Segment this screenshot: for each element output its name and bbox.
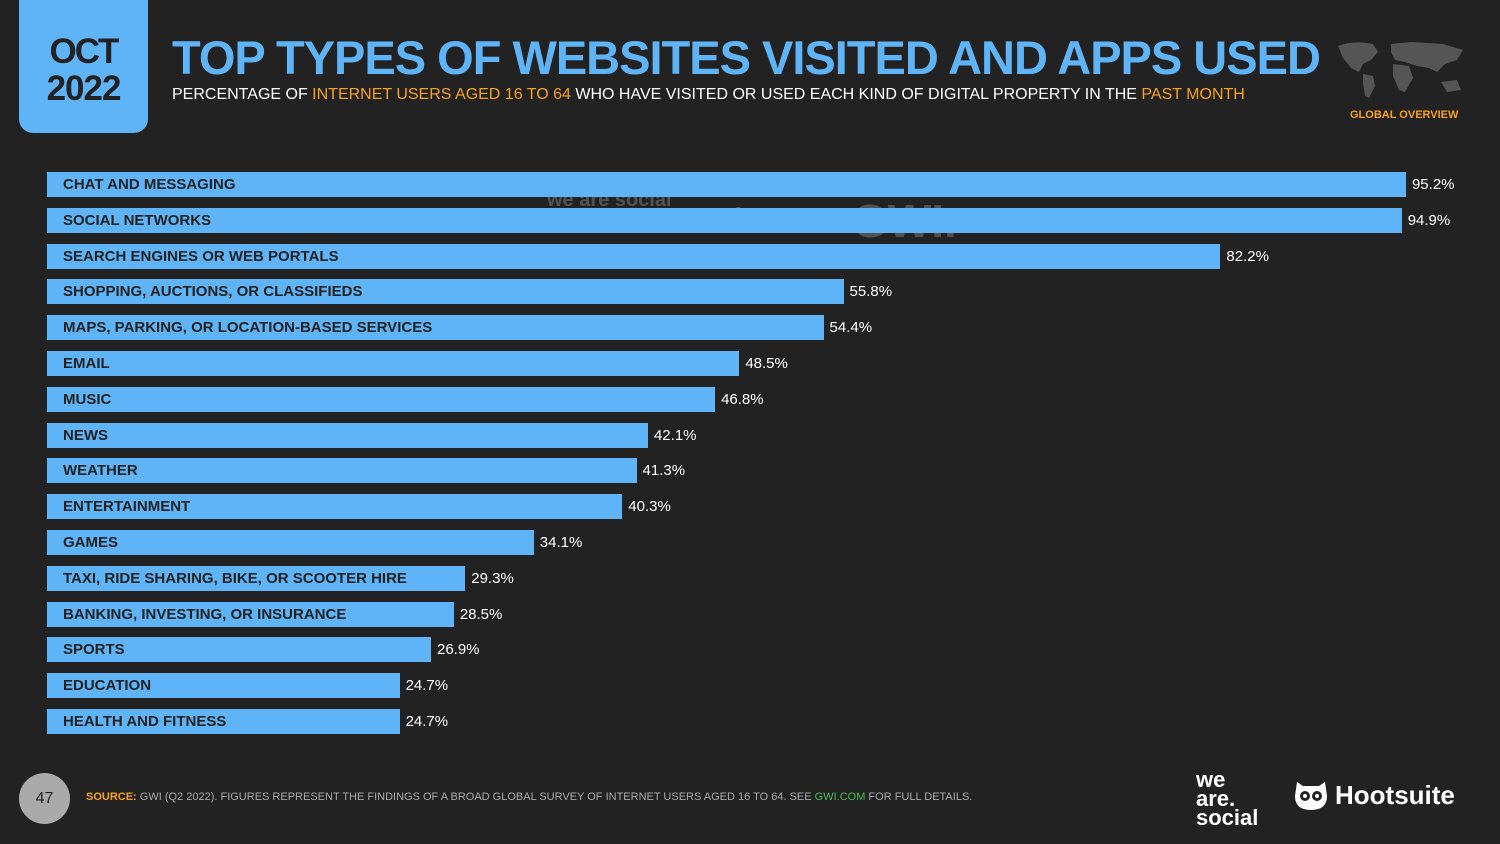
bar-value-label: 94.9% bbox=[1407, 211, 1451, 229]
bar-category-label: ENTERTAINMENT bbox=[63, 498, 191, 516]
bar-value-label: 24.7% bbox=[405, 677, 449, 695]
bar bbox=[47, 673, 400, 699]
bar-value-label: 40.3% bbox=[628, 498, 671, 516]
bar bbox=[47, 637, 431, 663]
bar-category-label: MAPS, PARKING, OR LOCATION-BASED SERVICE… bbox=[63, 319, 433, 337]
bar bbox=[47, 458, 637, 484]
bar-category-label: GAMES bbox=[63, 534, 119, 551]
we-are-social-logo: we are. social bbox=[1196, 767, 1259, 830]
bar bbox=[47, 565, 466, 591]
bar bbox=[47, 530, 534, 555]
page-number: 47 bbox=[19, 773, 70, 824]
bar-category-label: EMAIL bbox=[63, 355, 110, 372]
bar-value-label: 29.3% bbox=[471, 569, 514, 587]
bar-value-label: 48.5% bbox=[745, 355, 788, 372]
bar bbox=[47, 386, 716, 412]
source-text-end: FOR FULL DETAILS. bbox=[865, 791, 973, 803]
owl-icon bbox=[1295, 782, 1327, 810]
source-label: SOURCE: bbox=[86, 791, 137, 803]
bar-value-label: 24.7% bbox=[405, 713, 449, 730]
hootsuite-text: Hootsuite bbox=[1335, 779, 1455, 810]
source-text: GWI (Q2 2022). FIGURES REPRESENT THE FIN… bbox=[136, 791, 815, 803]
bar-value-label: 82.2% bbox=[1226, 247, 1269, 265]
bar-value-label: 46.8% bbox=[721, 390, 764, 408]
bar bbox=[47, 207, 1402, 233]
bar-category-label: WEATHER bbox=[63, 462, 138, 480]
date-month: OCT bbox=[49, 32, 120, 71]
bar bbox=[47, 315, 824, 341]
bar-value-label: 55.8% bbox=[849, 283, 893, 301]
bar bbox=[47, 422, 648, 448]
bar-category-label: EDUCATION bbox=[63, 677, 152, 695]
subtitle-part: WHO HAVE VISITED OR USED EACH KIND OF DI… bbox=[570, 86, 1142, 103]
bar-category-label: CHAT AND MESSAGING bbox=[63, 176, 236, 193]
bar-category-label: SEARCH ENGINES OR WEB PORTALS bbox=[63, 247, 339, 265]
bar-category-label: SPORTS bbox=[63, 641, 125, 659]
page-title: TOP TYPES OF WEBSITES VISITED AND APPS U… bbox=[172, 31, 1321, 84]
subtitle-highlight: PAST MONTH bbox=[1141, 86, 1245, 103]
bar bbox=[47, 172, 1406, 197]
source-link[interactable]: GWI.COM bbox=[814, 791, 866, 803]
world-map-icon bbox=[1338, 42, 1463, 98]
hootsuite-logo: Hootsuite bbox=[1293, 778, 1455, 812]
bar bbox=[47, 601, 454, 627]
bar bbox=[47, 279, 844, 305]
bar bbox=[47, 494, 623, 520]
bar-value-label: 26.9% bbox=[436, 641, 480, 659]
bar-category-label: NEWS bbox=[63, 426, 108, 444]
bar bbox=[47, 243, 1221, 269]
bar bbox=[47, 351, 740, 376]
bar-value-label: 95.2% bbox=[1411, 176, 1455, 193]
bar-value-label: 54.4% bbox=[829, 319, 873, 337]
region-label: GLOBAL OVERVIEW bbox=[1350, 109, 1459, 121]
date-year: 2022 bbox=[46, 69, 122, 108]
bar-category-label: SHOPPING, AUCTIONS, OR CLASSIFIEDS bbox=[63, 283, 363, 301]
bar bbox=[47, 709, 400, 734]
bar-value-label: 42.1% bbox=[653, 426, 697, 444]
date-badge: OCT 2022 bbox=[19, 0, 148, 133]
bar-category-label: HEALTH AND FITNESS bbox=[63, 713, 227, 730]
subtitle: PERCENTAGE OF INTERNET USERS AGED 16 TO … bbox=[172, 86, 1245, 104]
bar-value-label: 34.1% bbox=[539, 534, 583, 551]
source-note: SOURCE: GWI (Q2 2022). FIGURES REPRESENT… bbox=[86, 791, 972, 803]
bar-category-label: SOCIAL NETWORKS bbox=[63, 211, 212, 229]
bar-category-label: TAXI, RIDE SHARING, BIKE, OR SCOOTER HIR… bbox=[63, 569, 407, 587]
subtitle-highlight: INTERNET USERS AGED 16 TO 64 bbox=[312, 86, 571, 103]
bar-category-label: MUSIC bbox=[63, 390, 112, 408]
bar-category-label: BANKING, INVESTING, OR INSURANCE bbox=[63, 605, 347, 623]
bar-value-label: 41.3% bbox=[642, 462, 686, 480]
bar-value-label: 28.5% bbox=[459, 605, 503, 623]
subtitle-part: PERCENTAGE OF bbox=[172, 86, 313, 103]
